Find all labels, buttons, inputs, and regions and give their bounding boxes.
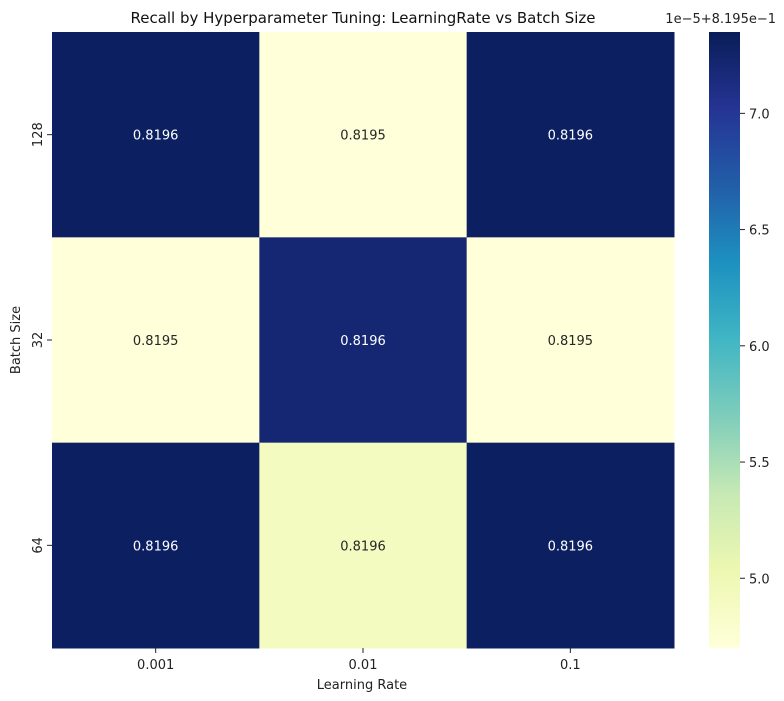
- cell-value-label: 0.8195: [133, 334, 179, 349]
- colorbar-scale: [709, 32, 740, 648]
- x-tick-label: 0.01: [349, 658, 378, 673]
- colorbar: 5.0 5.5 6.0 6.5 7.0: [709, 32, 770, 648]
- cell-value-label: 0.8196: [133, 129, 179, 144]
- y-tick-label: 128: [31, 122, 46, 147]
- colorbar-tick-label: 6.0: [749, 340, 770, 355]
- colorbar-offset-label: 1e−5+8.195e−1: [665, 12, 776, 27]
- y-tick-label: 64: [31, 537, 46, 554]
- cell-value-label: 0.8196: [548, 539, 594, 554]
- cell-value-label: 0.8195: [548, 334, 594, 349]
- colorbar-tick-label: 5.5: [749, 456, 770, 471]
- heatmap-cells: 0.8196 0.8195 0.8196 0.8195 0.8196 0.8195 0.81…: [52, 32, 675, 649]
- y-axis-ticks: 128 32 64: [31, 122, 52, 554]
- x-tick-label: 0.001: [137, 658, 174, 673]
- heatmap-cell: [52, 237, 260, 444]
- heatmap-cell: [259, 237, 468, 444]
- x-axis-ticks: 0.001 0.01 0.1: [137, 648, 581, 673]
- y-tick-label: 32: [31, 332, 46, 349]
- heatmap-cell: [52, 32, 260, 238]
- chart-title: Recall by Hyperparameter Tuning: Learnin…: [130, 9, 595, 27]
- cell-value-label: 0.8196: [340, 539, 386, 554]
- x-axis-label: Learning Rate: [317, 678, 407, 693]
- cell-value-label: 0.8195: [340, 129, 386, 144]
- colorbar-tick-label: 7.0: [749, 107, 770, 122]
- heatmap-cell: [466, 442, 675, 649]
- colorbar-ticks: 5.0 5.5 6.0 6.5 7.0: [740, 107, 770, 587]
- heatmap-cell: [52, 442, 260, 649]
- cell-value-label: 0.8196: [133, 539, 179, 554]
- heatmap-cell: [466, 237, 675, 444]
- colorbar-tick-label: 5.0: [749, 572, 770, 587]
- heatmap-cell: [466, 32, 675, 238]
- cell-value-label: 0.8196: [340, 334, 386, 349]
- cell-value-label: 0.8196: [548, 129, 594, 144]
- colorbar-tick-label: 6.5: [749, 224, 770, 239]
- y-axis-label: Batch Size: [9, 306, 24, 374]
- x-tick-label: 0.1: [560, 658, 581, 673]
- heatmap-cell: [259, 442, 468, 649]
- heatmap-cell: [259, 32, 468, 238]
